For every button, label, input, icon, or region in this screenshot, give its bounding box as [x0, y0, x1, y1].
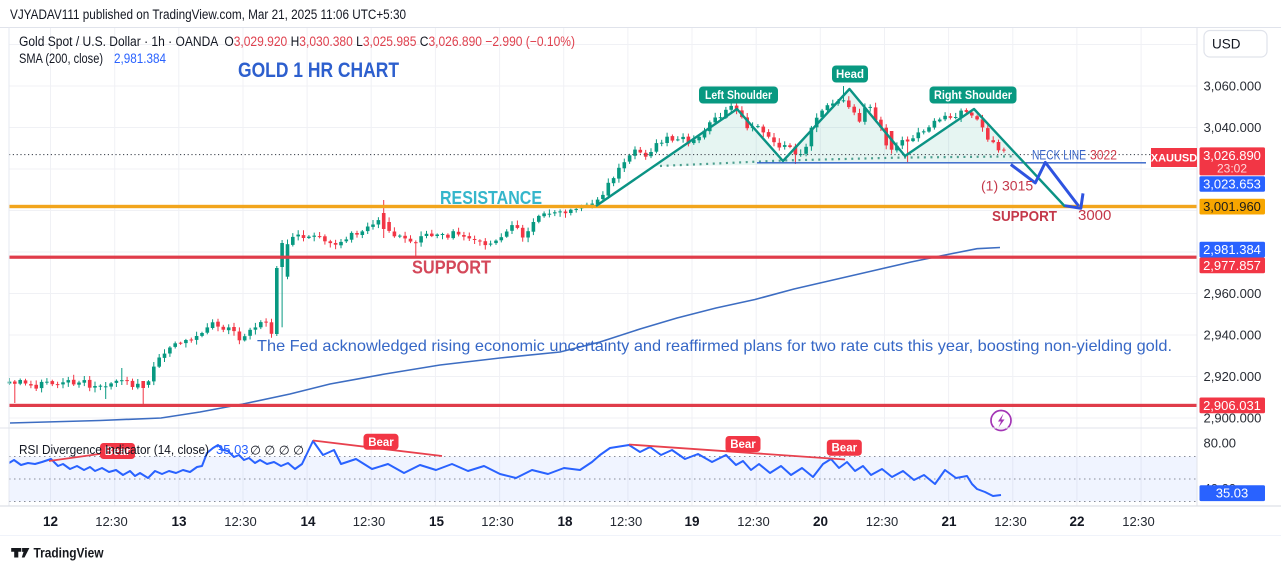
svg-text:RESISTANCE: RESISTANCE	[440, 188, 542, 208]
svg-text:12:30: 12:30	[353, 514, 386, 529]
svg-text:2,900.000: 2,900.000	[1204, 411, 1262, 426]
svg-text:3,023.653: 3,023.653	[1203, 177, 1261, 192]
svg-text:Bear: Bear	[730, 439, 756, 451]
svg-text:∅∅∅∅: ∅∅∅∅	[250, 444, 308, 458]
svg-text:12:30: 12:30	[1122, 514, 1155, 529]
svg-text:12:30: 12:30	[610, 514, 643, 529]
svg-text:Left Shoulder: Left Shoulder	[705, 88, 772, 102]
svg-text:12:30: 12:30	[95, 514, 128, 529]
svg-text:3,040.000: 3,040.000	[1204, 120, 1262, 135]
svg-text:XAUUSD: XAUUSD	[1151, 153, 1198, 165]
svg-text:3,026.890: 3,026.890	[1203, 148, 1261, 163]
svg-text:2,981.384: 2,981.384	[114, 51, 166, 66]
svg-text:Head: Head	[836, 67, 864, 81]
svg-text:VJYADAV111 published on Tradin: VJYADAV111 published on TradingView.com,…	[10, 7, 406, 22]
svg-text:GOLD 1 HR CHART: GOLD 1 HR CHART	[238, 59, 399, 82]
svg-text:The Fed acknowledged rising ec: The Fed acknowledged rising economic unc…	[257, 338, 1172, 355]
svg-text:12:30: 12:30	[224, 514, 257, 529]
svg-text:SMA (200, close): SMA (200, close)	[19, 51, 103, 66]
svg-text:2,920.000: 2,920.000	[1204, 369, 1262, 384]
svg-text:SUPPORT: SUPPORT	[992, 208, 1057, 225]
svg-text:RSI Divergence Indicator (14,: RSI Divergence Indicator (14, close)	[19, 442, 209, 457]
svg-text:USD: USD	[1212, 37, 1241, 52]
svg-text:NECK LINE: NECK LINE	[1032, 148, 1086, 163]
svg-text:13: 13	[171, 514, 187, 529]
svg-text:15: 15	[429, 514, 445, 529]
svg-text:20: 20	[813, 514, 828, 529]
svg-text:Bear: Bear	[105, 446, 131, 458]
svg-text:35.03: 35.03	[1216, 486, 1249, 501]
svg-text:12:30: 12:30	[481, 514, 514, 529]
svg-text:3000: 3000	[1078, 207, 1111, 224]
svg-text:2,977.857: 2,977.857	[1203, 258, 1261, 273]
svg-text:2,940.000: 2,940.000	[1204, 328, 1262, 343]
svg-text:3,060.000: 3,060.000	[1204, 79, 1262, 94]
svg-text:12:30: 12:30	[737, 514, 770, 529]
svg-text:SUPPORT: SUPPORT	[412, 258, 491, 278]
svg-text:Gold Spot / U.S. Dollar · 1h ·: Gold Spot / U.S. Dollar · 1h · OANDA O3,…	[19, 34, 575, 49]
svg-text:18: 18	[557, 514, 573, 529]
svg-text:2,960.000: 2,960.000	[1204, 286, 1262, 301]
svg-text:22: 22	[1069, 514, 1084, 529]
svg-text:Right Shoulder: Right Shoulder	[934, 88, 1012, 102]
svg-text:(1) 3015: (1) 3015	[981, 178, 1033, 194]
svg-text:12: 12	[43, 514, 58, 529]
svg-text:3,001.960: 3,001.960	[1203, 199, 1261, 214]
svg-text:21: 21	[941, 514, 957, 529]
svg-text:80.00: 80.00	[1204, 436, 1237, 451]
svg-text:14: 14	[300, 514, 316, 529]
svg-text:3022: 3022	[1090, 148, 1117, 163]
svg-text:12:30: 12:30	[994, 514, 1027, 529]
svg-text:19: 19	[684, 514, 699, 529]
svg-text:TradingView: TradingView	[34, 546, 104, 561]
svg-text:2,906.031: 2,906.031	[1203, 398, 1261, 413]
svg-text:23:02: 23:02	[1217, 161, 1247, 175]
svg-text:35.03: 35.03	[216, 442, 249, 457]
svg-text:12:30: 12:30	[866, 514, 899, 529]
svg-text:Bear: Bear	[832, 443, 858, 455]
svg-text:Bear: Bear	[368, 437, 394, 449]
svg-text:2,981.384: 2,981.384	[1203, 242, 1261, 257]
